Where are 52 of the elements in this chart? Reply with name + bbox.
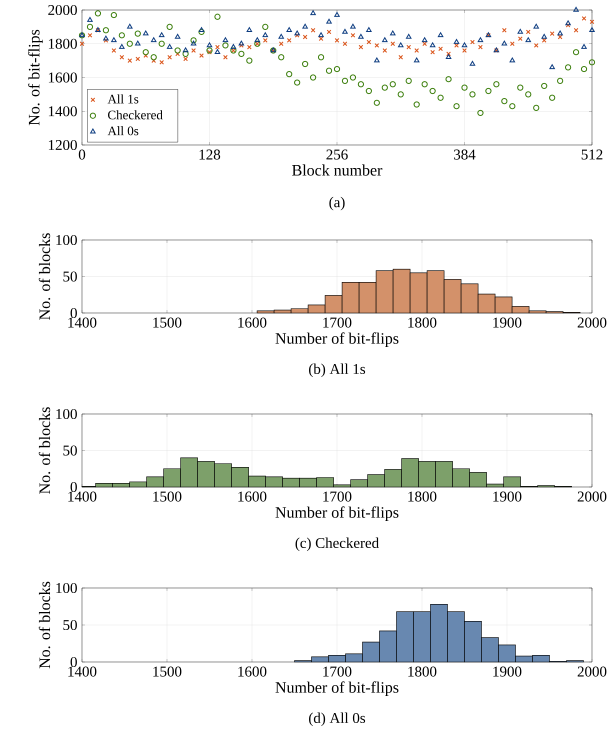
- x-tick-label: 1900: [493, 666, 522, 677]
- x-tick-label: 384: [454, 150, 476, 160]
- x-axis-title: Block number: [292, 164, 382, 176]
- x-tick-label: 1500: [153, 492, 182, 502]
- y-tick-label: 50: [63, 271, 77, 282]
- y-tick-label: 1200: [48, 140, 77, 150]
- x-tick-label: 1800: [408, 492, 436, 502]
- x-tick-label: 0: [78, 150, 86, 160]
- x-tick-label: 1500: [153, 318, 182, 328]
- x-tick-label: 1800: [408, 666, 436, 677]
- y-tick-label: 100: [56, 582, 77, 594]
- x-axis-title: Number of bit-flips: [275, 332, 398, 348]
- y-tick-label: 1400: [48, 106, 77, 116]
- y-axis-title: No. of blocks: [38, 407, 50, 494]
- x-tick-label: 1600: [238, 666, 266, 677]
- x-tick-label: 1600: [238, 492, 266, 502]
- x-tick-label: 2000: [578, 492, 606, 502]
- x-tick-label: 1700: [323, 492, 352, 502]
- legend-label: All 1s: [107, 94, 138, 104]
- y-tick-label: 0: [70, 656, 77, 668]
- text: (d) All 0s: [308, 712, 365, 726]
- x-tick-label: 128: [199, 150, 220, 160]
- x-tick-label: 1500: [153, 666, 182, 677]
- y-tick-label: 0: [70, 308, 77, 318]
- y-tick-label: 0: [70, 482, 77, 492]
- y-tick-label: 1600: [48, 72, 77, 83]
- legend-label: Checkered: [108, 110, 163, 120]
- x-tick-label: 1700: [323, 666, 352, 677]
- text: (c) Checkered: [295, 538, 379, 552]
- y-axis-title: No. of blocks: [38, 233, 50, 320]
- text: (a): [329, 196, 345, 210]
- x-tick-label: 2000: [578, 318, 606, 328]
- legend-label: All 0s: [107, 126, 138, 136]
- y-axis-title: No. of blocks: [38, 582, 50, 668]
- y-tick-label: 50: [63, 445, 77, 456]
- x-axis-title: Number of bit-flips: [275, 681, 398, 696]
- y-tick-label: 50: [63, 620, 77, 630]
- x-tick-label: 1900: [493, 318, 522, 328]
- y-tick-label: 2000: [48, 4, 77, 16]
- y-tick-label: 100: [56, 234, 77, 246]
- x-tick-label: 1700: [323, 318, 352, 328]
- x-tick-label: 1900: [493, 492, 522, 502]
- x-tick-label: 2000: [578, 666, 606, 677]
- y-axis-title: No. of bit-flips: [28, 30, 43, 126]
- x-tick-label: 1600: [238, 318, 266, 328]
- y-tick-label: 100: [56, 408, 77, 420]
- x-tick-label: 256: [326, 150, 348, 160]
- x-tick-label: 1800: [408, 318, 436, 328]
- y-tick-label: 1800: [48, 38, 77, 49]
- text: (b) All 1s: [308, 364, 365, 378]
- x-tick-label: 512: [582, 150, 602, 160]
- x-axis-title: Number of bit-flips: [275, 506, 398, 522]
